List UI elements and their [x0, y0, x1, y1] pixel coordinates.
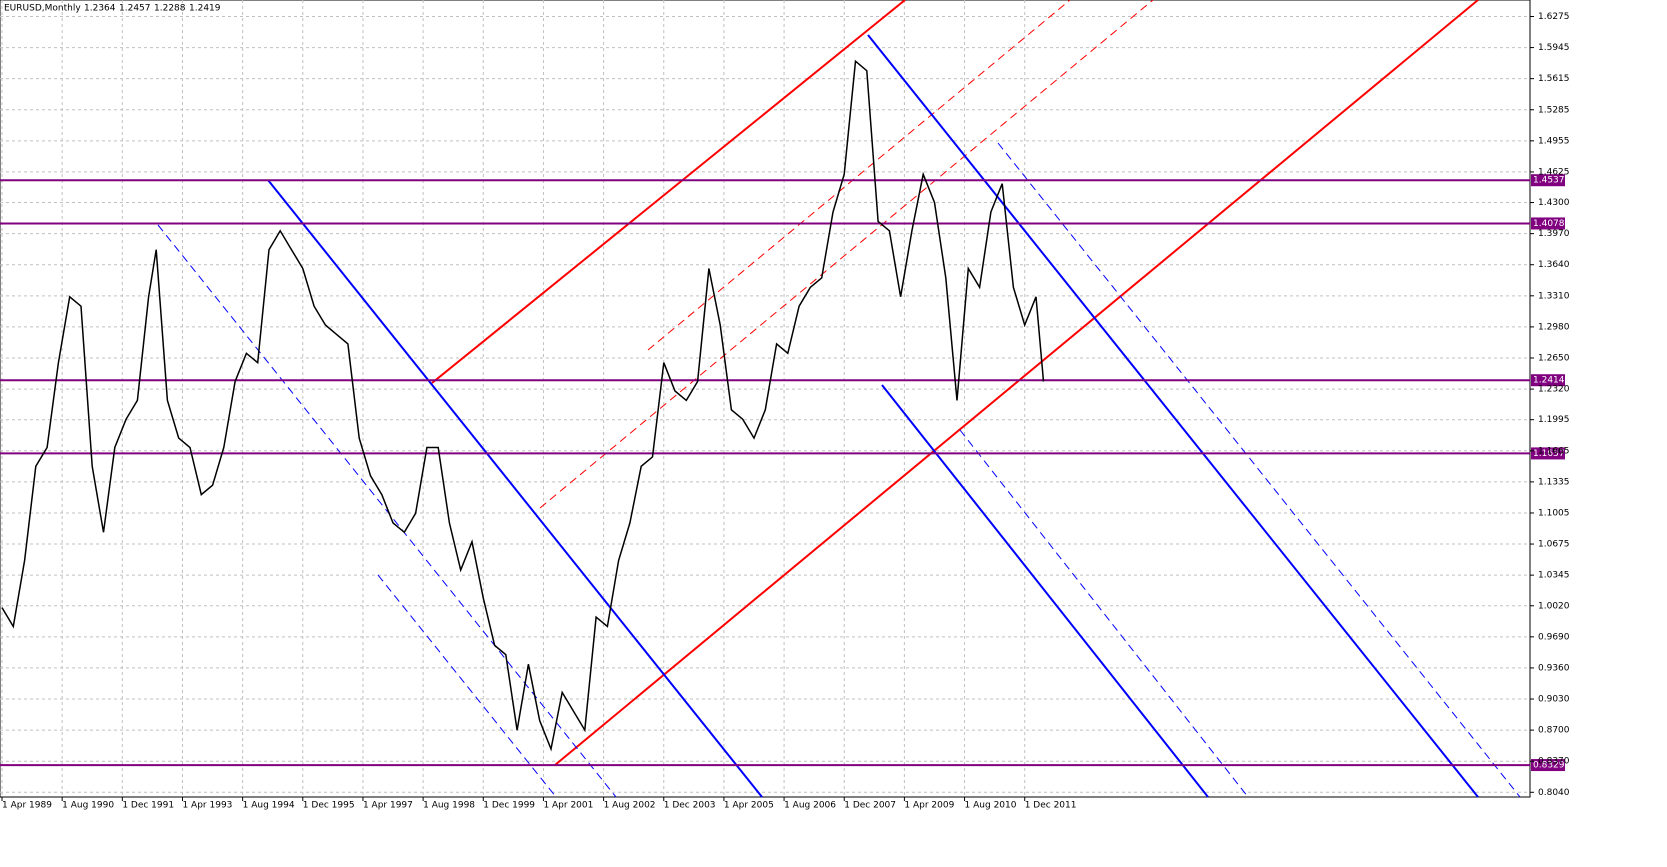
y-tick-label: 1.5285 — [1538, 105, 1570, 115]
x-tick-label: 1 Apr 2005 — [724, 801, 774, 811]
x-tick-label: 1 Aug 2002 — [604, 801, 656, 811]
y-tick-label: 1.1995 — [1538, 415, 1570, 425]
pitchfork-line — [554, 0, 1479, 766]
level-label: 1.2414 — [1533, 376, 1565, 386]
ohlc-value: 1.2288 — [154, 4, 186, 14]
y-tick-label: 1.1335 — [1538, 477, 1570, 487]
y-tick-label: 0.9360 — [1538, 663, 1570, 673]
y-tick-label: 1.3970 — [1538, 229, 1570, 239]
x-tick-label: 1 Apr 2009 — [904, 801, 954, 811]
y-tick-label: 1.4625 — [1538, 167, 1570, 177]
level-tag — [1531, 174, 1565, 187]
symbol: EURUSD,Monthly — [4, 4, 81, 14]
y-tick-label: 1.2980 — [1538, 322, 1570, 332]
level-tag — [1531, 759, 1565, 772]
axes: 1.6275 1.5945 1.5615 1.5285 1.4955 1.4625 1.43… — [1, 12, 1570, 811]
level-tag — [1531, 447, 1565, 460]
y-tick-label: 1.5615 — [1538, 74, 1570, 84]
y-tick-label: 1.0345 — [1538, 571, 1570, 581]
price-line — [1, 59, 1045, 752]
pitchfork-line — [431, 0, 906, 384]
x-tick-label: 1 Dec 1999 — [483, 801, 535, 811]
x-tick-label: 1 Dec 2007 — [844, 801, 896, 811]
ohlc-value: 1.2457 — [119, 4, 151, 14]
level-label: 1.1637 — [1533, 449, 1565, 459]
y-tick-label: 1.5945 — [1538, 43, 1570, 53]
trend-lines — [157, 0, 1521, 798]
x-tick-label: 1 Apr 1989 — [2, 801, 52, 811]
price — [1, 59, 1045, 752]
x-tick-label: 1 Aug 1990 — [62, 801, 114, 811]
channel-dashed — [377, 574, 557, 798]
x-tick-label: 1 Aug 1998 — [423, 801, 475, 811]
level-label: 0.8329 — [1533, 761, 1565, 771]
ohlc-value: 1.2419 — [189, 4, 221, 14]
x-tick-label: 1 Apr 2001 — [543, 801, 593, 811]
y-tick-label: 0.8370 — [1538, 757, 1570, 767]
y-tick-label: 1.3640 — [1538, 260, 1570, 270]
y-tick-label: 0.9030 — [1538, 695, 1570, 705]
levels: 1.4537 1.4078 1.2414 1.1637 0.8329 — [0, 174, 1565, 772]
level-label: 1.4537 — [1533, 176, 1565, 186]
plot-frame — [0, 0, 1531, 798]
pitchfork-dashed — [647, 0, 1071, 351]
y-tick-label: 1.4955 — [1538, 136, 1570, 146]
y-tick-label: 0.8700 — [1538, 726, 1570, 736]
x-tick-label: 1 Dec 2011 — [1025, 801, 1077, 811]
channel-line — [267, 179, 763, 798]
y-tick-label: 1.1665 — [1538, 446, 1570, 456]
level-label: 1.4078 — [1533, 219, 1565, 229]
y-tick-label: 1.3310 — [1538, 291, 1570, 301]
y-tick-label: 0.8040 — [1538, 788, 1570, 798]
x-tick-label: 1 Aug 1994 — [243, 801, 295, 811]
y-tick-label: 1.1005 — [1538, 508, 1570, 518]
pitchfork-dashed — [539, 0, 1154, 509]
y-tick-label: 0.9690 — [1538, 632, 1570, 642]
x-tick-label: 1 Apr 1997 — [363, 801, 413, 811]
x-tick-label: 1 Dec 2003 — [664, 801, 716, 811]
y-tick-label: 1.6275 — [1538, 12, 1570, 22]
y-tick-label: 1.0675 — [1538, 540, 1570, 550]
x-tick-label: 1 Dec 1991 — [122, 801, 174, 811]
grid — [0, 0, 1530, 797]
x-tick-label: 1 Apr 1993 — [182, 801, 232, 811]
y-tick-label: 1.2650 — [1538, 353, 1570, 363]
channel-line — [867, 34, 1479, 798]
ohlc: 1.2364 1.2457 1.2288 1.2419 — [84, 4, 221, 14]
ohlc-value: 1.2364 — [84, 4, 116, 14]
x-tick-label: 1 Dec 1995 — [303, 801, 355, 811]
x-tick-label: 1 Aug 2010 — [965, 801, 1017, 811]
level-tag — [1531, 374, 1565, 387]
channel-dashed — [157, 224, 617, 798]
y-tick-label: 1.2320 — [1538, 385, 1570, 395]
channel-dashed — [997, 142, 1521, 798]
y-tick-label: 1.0020 — [1538, 601, 1570, 611]
x-tick-label: 1 Aug 2006 — [784, 801, 836, 811]
y-tick-label: 1.4300 — [1538, 198, 1570, 208]
level-tag — [1531, 217, 1565, 230]
